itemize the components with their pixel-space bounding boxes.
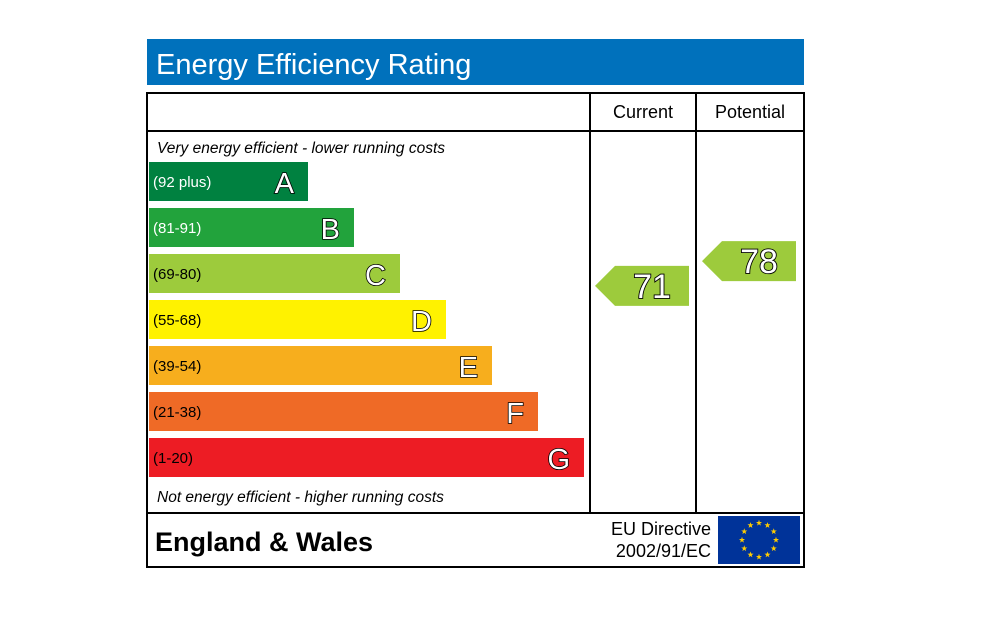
- band-a-letter: A: [275, 168, 295, 200]
- eu-star: [755, 553, 763, 560]
- current-score: 71: [633, 268, 671, 306]
- band-c-range: (69-80): [153, 266, 201, 283]
- band-f-letter: F: [506, 398, 524, 430]
- band-a-bar: [149, 162, 308, 201]
- band-d-range: (55-68): [153, 312, 201, 329]
- current-column-header: Current: [613, 102, 673, 122]
- rating-bands: (92 plus) A (81-91) B (69-80) C (55-68) D (39-54…: [149, 162, 584, 477]
- eu-flag-icon: [718, 516, 800, 564]
- chart-title: Energy Efficiency Rating: [156, 49, 471, 81]
- eu-directive-line1: EU Directive: [611, 519, 711, 539]
- potential-column-header: Potential: [715, 102, 785, 122]
- band-c-bar: [149, 254, 400, 293]
- eu-star: [747, 551, 754, 558]
- band-a-range: (92 plus): [153, 174, 211, 191]
- eu-star: [764, 522, 771, 528]
- top-note: Very energy efficient - lower running co…: [157, 140, 445, 157]
- eu-star: [741, 545, 748, 552]
- band-d-letter: D: [411, 306, 432, 338]
- band-f-bar: [149, 392, 538, 431]
- rating-arrows: 71 78: [595, 241, 796, 307]
- band-e-bar: [149, 346, 492, 385]
- band-g-range: (1-20): [153, 450, 193, 467]
- band-b-bar: [149, 208, 354, 247]
- bottom-note: Not energy efficient - higher running co…: [157, 489, 444, 506]
- band-b-range: (81-91): [153, 220, 201, 237]
- band-c-letter: C: [365, 260, 386, 292]
- eu-star: [770, 528, 777, 535]
- band-e-letter: E: [459, 352, 478, 384]
- eu-star: [747, 522, 754, 528]
- eu-star: [755, 519, 763, 526]
- eu-directive-line2: 2002/91/EC: [616, 541, 711, 561]
- band-e-range: (39-54): [153, 358, 201, 375]
- current-arrow: [595, 265, 689, 306]
- chart-frame: [146, 92, 805, 568]
- band-b-letter: B: [321, 214, 340, 246]
- band-f-range: (21-38): [153, 404, 201, 421]
- title-bar: [147, 39, 804, 85]
- eu-star: [770, 545, 777, 552]
- potential-score: 78: [740, 243, 778, 281]
- eu-star: [741, 528, 748, 535]
- band-d-bar: [149, 300, 446, 339]
- band-g-bar: [149, 438, 584, 477]
- outer-border: [146, 92, 805, 568]
- eu-star: [772, 536, 780, 543]
- region-label: England & Wales: [155, 527, 373, 557]
- potential-arrow: [702, 241, 796, 282]
- eu-star: [738, 536, 746, 543]
- band-g-letter: G: [547, 444, 570, 476]
- eu-star: [764, 551, 771, 558]
